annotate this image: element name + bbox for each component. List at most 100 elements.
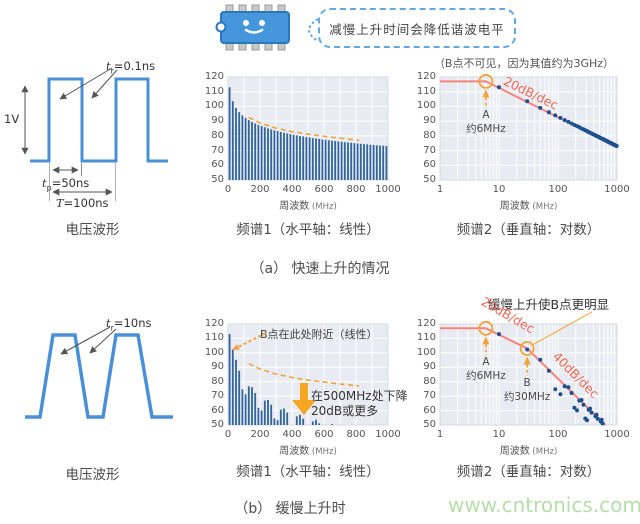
x-axis-tick: 10 <box>492 429 506 440</box>
y-axis-tick: 110 <box>416 332 436 344</box>
x-axis-tick: 1 <box>436 429 444 440</box>
marker-label: A <box>482 109 490 122</box>
y-axis-tick: 90 <box>423 115 436 127</box>
y-axis-tick: 110 <box>204 85 224 97</box>
callout-bubble: 减慢上升时间会降低谐波电平 <box>318 8 516 48</box>
y-axis-tick: 60 <box>211 159 224 171</box>
x-axis-tick: 800 <box>346 429 366 440</box>
y-axis-tick: 80 <box>211 375 224 387</box>
dashed-arrow-to-b-bar-icon <box>232 332 267 350</box>
y-axis-tick: 80 <box>211 129 224 141</box>
chip-icon <box>205 4 310 59</box>
y-axis-tick: 80 <box>423 375 436 387</box>
section-caption-b: （b） 缓慢上升时 <box>234 501 346 517</box>
section-caption-a: （a） 快速上升的情况 <box>250 261 390 277</box>
x-axis-label: 周波数 (MHz) <box>279 201 337 212</box>
x-axis-tick: 1000 <box>604 429 630 440</box>
watermark: www.cntronics.com <box>448 493 640 517</box>
x-axis-tick: 1000 <box>375 184 401 195</box>
x-axis-tick: 1000 <box>604 184 630 195</box>
spectrum1-slow-chart: B点在此处附近（线性） 在500MHz处下降 20dB或更多 频谱1（水平轴：线… <box>196 317 408 489</box>
chip-icon-drawing <box>215 4 290 51</box>
spectrum2-fast-chart: 频谱2（垂直轴：对数） A 约6MHz 20dB/dec 1 10 100 1000 120 1… <box>417 70 632 242</box>
x-axis-label: 周波数 (MHz) <box>499 201 558 212</box>
x-axis-tick: 200 <box>250 184 270 195</box>
annotation-slow-rise-b-visible: 缓慢上升使B点更明显 <box>488 297 610 312</box>
y-axis-tick: 70 <box>423 144 436 156</box>
spectrum1-slow-caption: 频谱1（水平轴：线性） <box>236 464 380 480</box>
annotation-drop-20db: 在500MHz处下降 20dB或更多 <box>311 389 408 418</box>
label-1v: 1V <box>4 112 20 126</box>
x-axis-tick: 1000 <box>375 429 401 440</box>
label-period: T=100ns <box>56 196 109 210</box>
spectrum-plot <box>227 323 389 426</box>
waveform-slow-caption: 电压波形 <box>65 467 120 483</box>
y-axis-tick: 90 <box>423 361 436 373</box>
y-axis-tick: 120 <box>204 71 224 82</box>
annotation-b-point-near: B点在此处附近（线性） <box>260 328 378 341</box>
y-axis-tick: 90 <box>211 361 224 373</box>
x-axis-tick: 1 <box>436 184 444 195</box>
y-axis-tick: 70 <box>423 390 436 402</box>
y-axis-tick: 110 <box>416 85 436 97</box>
spectrum2-slow-chart: 缓慢上升使B点更明显 频谱2（垂直轴：对数） A 约6MHz B 约30MHz 20dB… <box>417 294 632 489</box>
x-axis-tick: 400 <box>282 429 302 440</box>
spectrum1-fast-chart: 频谱1（水平轴：线性） 0 200 400 600 800 1000 120 110 100 90… <box>196 70 401 242</box>
y-axis-tick: 100 <box>416 346 436 358</box>
spectrum-plot <box>227 76 389 181</box>
marker-freq: 约6MHz <box>466 123 506 136</box>
y-axis-tick: 60 <box>211 404 224 416</box>
voltage-waveform-slow: tr=10ns 电压波形 <box>0 300 195 490</box>
x-axis-label: 周波数 (MHz) <box>499 446 558 457</box>
x-axis-tick: 600 <box>314 429 334 440</box>
y-axis-tick: 60 <box>423 159 436 171</box>
marker-freq: 约6MHz <box>466 370 506 383</box>
spectrum-plot <box>439 74 619 181</box>
y-axis-tick: 110 <box>204 332 224 344</box>
note-point-b-invisible: （B点不可见，因为其值约为3GHz） <box>433 57 615 70</box>
x-axis-tick: 600 <box>314 184 334 195</box>
label-tp: tp=50ns <box>42 176 90 193</box>
y-axis-tick: 60 <box>423 404 436 416</box>
y-axis-tick: 50 <box>423 419 436 430</box>
x-axis-label: 周波数 (MHz) <box>279 446 337 457</box>
voltage-waveform-fast: 1V tr=0.1ns tp=50ns T=100ns 电压波形 <box>0 55 195 245</box>
x-axis-tick: 100 <box>548 429 568 440</box>
marker-label: B <box>523 376 531 389</box>
x-axis-tick: 0 <box>224 429 232 440</box>
waveform-fast-caption: 电压波形 <box>65 222 120 238</box>
y-axis-tick: 100 <box>416 100 436 112</box>
spectrum1-fast-caption: 频谱1（水平轴：线性） <box>236 222 380 238</box>
callout-tail <box>308 18 319 42</box>
y-axis-tick: 80 <box>423 129 436 141</box>
callout-text: 减慢上升时间会降低谐波电平 <box>329 21 505 37</box>
x-axis-tick: 200 <box>250 429 270 440</box>
x-axis-tick: 400 <box>282 184 302 195</box>
y-axis-tick: 90 <box>211 115 224 127</box>
x-axis-tick: 10 <box>492 184 506 195</box>
drop-arrow-icon <box>292 383 316 415</box>
spectrum-plot <box>439 320 618 426</box>
waveform-fast-drawing <box>21 67 168 201</box>
x-axis-tick: 0 <box>224 184 232 195</box>
marker-freq: 约30MHz <box>503 390 551 403</box>
y-axis-tick: 50 <box>211 419 224 430</box>
y-axis-tick: 70 <box>211 144 224 156</box>
y-axis-tick: 120 <box>416 71 436 82</box>
spectrum2-slow-caption: 频谱2（垂直轴：对数） <box>456 464 601 480</box>
y-axis-tick: 50 <box>423 174 436 185</box>
x-axis-tick: 100 <box>548 184 568 195</box>
y-axis-tick: 70 <box>211 390 224 402</box>
y-axis-tick: 100 <box>204 346 224 358</box>
label-tr-slow: tr=10ns <box>106 316 152 333</box>
waveform-slow-drawing <box>25 326 173 419</box>
x-axis-tick: 800 <box>346 184 366 195</box>
marker-label: A <box>482 356 490 369</box>
y-axis-tick: 120 <box>416 318 436 329</box>
spectrum2-fast-caption: 频谱2（垂直轴：对数） <box>456 222 601 238</box>
label-tr-fast: tr=0.1ns <box>106 59 156 76</box>
y-axis-tick: 100 <box>204 100 224 112</box>
y-axis-tick: 120 <box>204 318 224 329</box>
y-axis-tick: 50 <box>211 174 224 185</box>
